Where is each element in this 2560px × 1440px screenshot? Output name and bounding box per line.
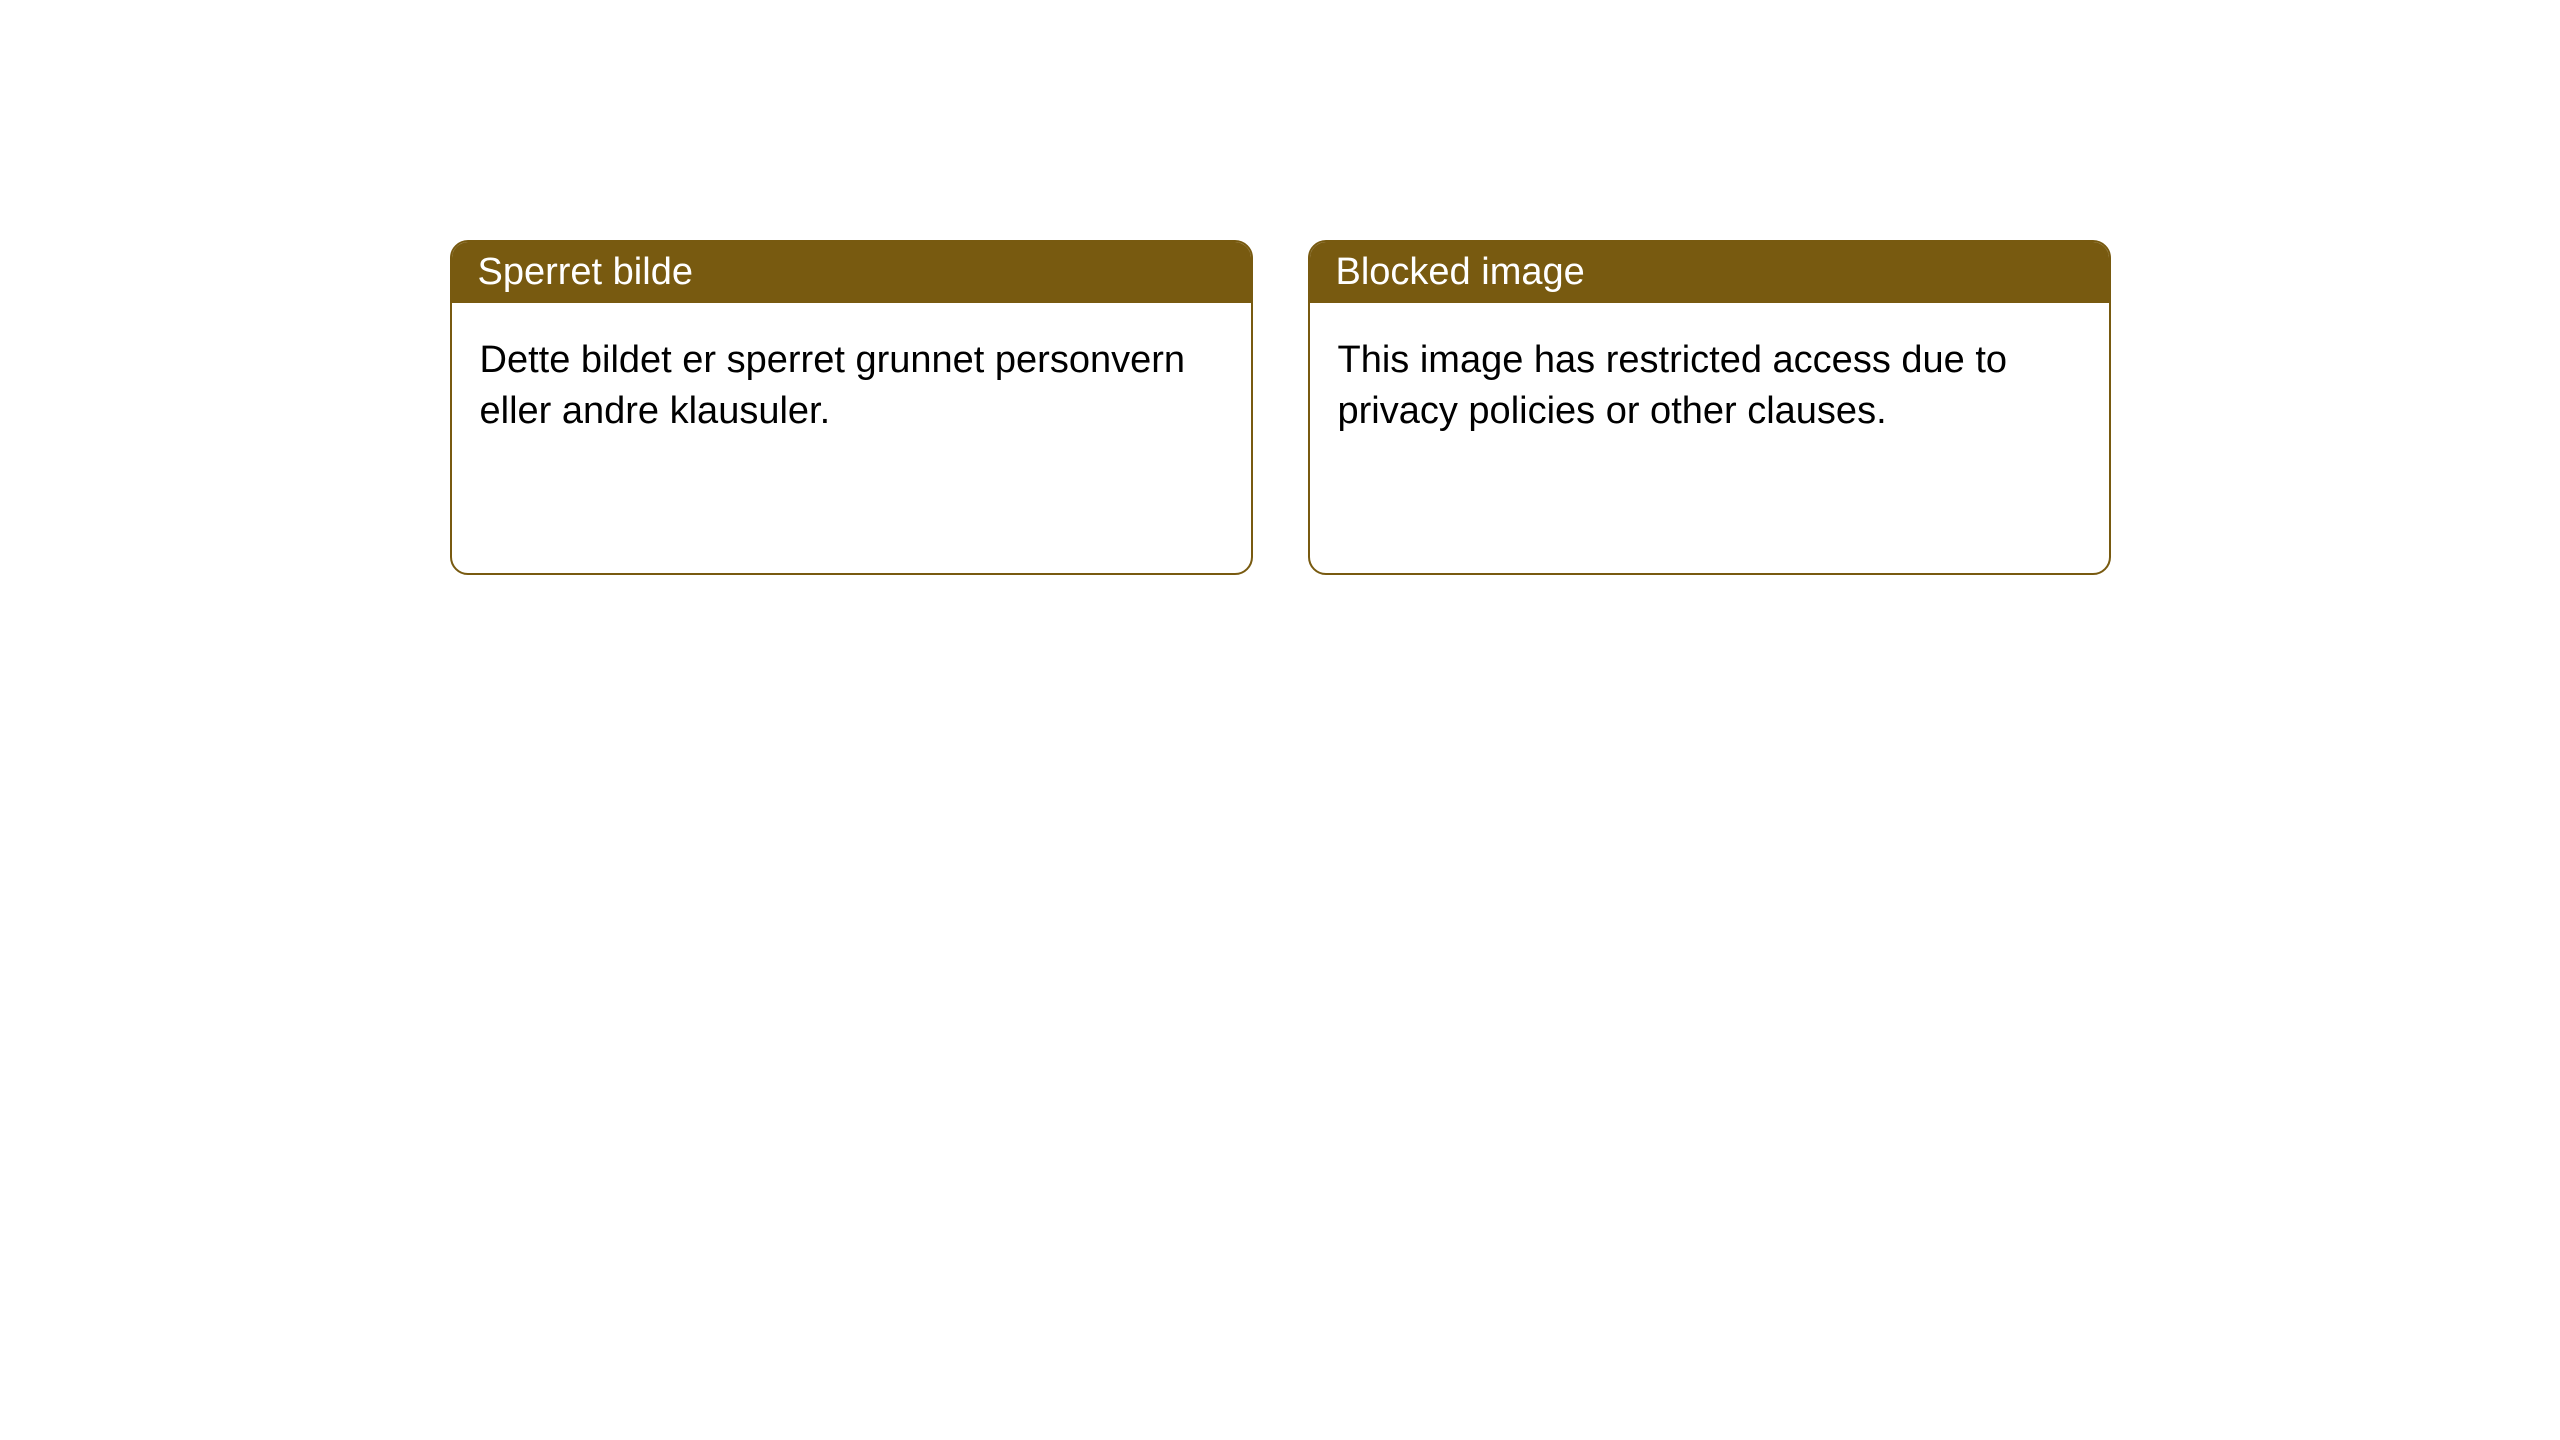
card-body: This image has restricted access due to … xyxy=(1310,303,2109,470)
card-header: Sperret bilde xyxy=(452,242,1251,303)
card-body-text: Dette bildet er sperret grunnet personve… xyxy=(480,339,1186,432)
card-title: Blocked image xyxy=(1336,251,1585,293)
notice-cards-container: Sperret bilde Dette bildet er sperret gr… xyxy=(450,240,2111,1440)
notice-card-norwegian: Sperret bilde Dette bildet er sperret gr… xyxy=(450,240,1253,575)
card-body: Dette bildet er sperret grunnet personve… xyxy=(452,303,1251,470)
card-body-text: This image has restricted access due to … xyxy=(1338,339,2008,432)
notice-card-english: Blocked image This image has restricted … xyxy=(1308,240,2111,575)
card-title: Sperret bilde xyxy=(478,251,693,293)
card-header: Blocked image xyxy=(1310,242,2109,303)
